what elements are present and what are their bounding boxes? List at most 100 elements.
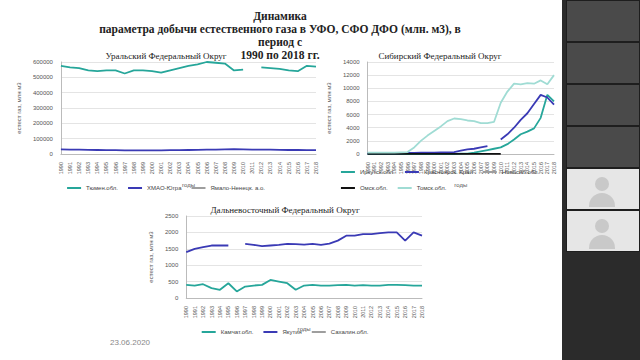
svg-text:Сахалин.обл.: Сахалин.обл. [331, 329, 369, 335]
svg-text:2012: 2012 [368, 306, 374, 318]
svg-text:2001: 2001 [158, 162, 164, 174]
svg-text:2017: 2017 [411, 306, 417, 318]
svg-text:100000: 100000 [33, 136, 54, 142]
svg-text:2009: 2009 [231, 162, 237, 174]
svg-text:годы: годы [454, 182, 467, 188]
svg-text:2006: 2006 [318, 306, 324, 318]
svg-text:2002: 2002 [284, 306, 290, 318]
svg-text:0: 0 [356, 151, 360, 157]
svg-text:2000: 2000 [165, 229, 179, 235]
svg-text:10000: 10000 [343, 85, 360, 91]
svg-text:2003: 2003 [293, 306, 299, 318]
svg-text:1994: 1994 [94, 162, 100, 174]
svg-text:2000: 2000 [149, 162, 155, 174]
svg-text:2018: 2018 [551, 162, 557, 174]
svg-text:2010: 2010 [352, 306, 358, 318]
svg-text:Дальневосточный Федеральный Ок: Дальневосточный Федеральный Округ [210, 205, 359, 215]
svg-text:естест газ, млн м3: естест газ, млн м3 [148, 231, 154, 283]
svg-text:2000: 2000 [346, 138, 360, 144]
svg-text:Камчат.обл.: Камчат.обл. [221, 329, 254, 335]
svg-text:1995: 1995 [225, 306, 231, 318]
svg-text:2000: 2000 [267, 306, 273, 318]
svg-text:0: 0 [175, 295, 179, 301]
svg-text:2007: 2007 [326, 306, 332, 318]
svg-text:2014: 2014 [385, 306, 391, 318]
svg-text:2015: 2015 [286, 162, 292, 174]
svg-text:1996: 1996 [113, 162, 119, 174]
svg-text:2005: 2005 [195, 162, 201, 174]
svg-text:1993: 1993 [85, 162, 91, 174]
svg-text:Тюмен.обл.: Тюмен.обл. [86, 185, 118, 191]
svg-text:ХМАО-Югра: ХМАО-Югра [147, 185, 182, 191]
svg-text:2017: 2017 [304, 162, 310, 174]
svg-text:1992: 1992 [76, 162, 82, 174]
svg-text:Якутия: Якутия [282, 329, 301, 335]
svg-text:200000: 200000 [33, 120, 54, 126]
svg-text:1000: 1000 [165, 262, 179, 268]
svg-text:6000: 6000 [346, 112, 360, 118]
svg-text:1500: 1500 [165, 246, 179, 252]
svg-text:2017: 2017 [544, 162, 550, 174]
svg-text:1996: 1996 [234, 306, 240, 318]
svg-text:2001: 2001 [276, 306, 282, 318]
svg-text:Ямало-Ненецк. а.о.: Ямало-Ненецк. а.о. [210, 185, 265, 191]
svg-text:2003: 2003 [176, 162, 182, 174]
svg-text:2008: 2008 [335, 306, 341, 318]
svg-text:2007: 2007 [213, 162, 219, 174]
svg-text:600000: 600000 [33, 59, 54, 65]
svg-text:Уральский Федеральный Округ: Уральский Федеральный Округ [105, 51, 226, 61]
svg-text:2013: 2013 [267, 162, 273, 174]
svg-text:2004: 2004 [301, 306, 307, 318]
svg-text:1999: 1999 [259, 306, 265, 318]
svg-text:2016: 2016 [295, 162, 301, 174]
svg-text:Томск.обл.: Томск.обл. [417, 185, 447, 191]
svg-text:2018: 2018 [313, 162, 319, 174]
svg-text:2500: 2500 [165, 213, 179, 219]
svg-text:1999: 1999 [140, 162, 146, 174]
svg-text:Новосиб.обл.: Новосиб.обл. [502, 169, 540, 175]
svg-text:0: 0 [50, 151, 54, 157]
svg-text:4000: 4000 [346, 125, 360, 131]
svg-text:300000: 300000 [33, 105, 54, 111]
svg-text:естест газ, млн м3: естест газ, млн м3 [16, 82, 22, 134]
svg-text:2016: 2016 [402, 306, 408, 318]
svg-text:2010: 2010 [240, 162, 246, 174]
svg-text:1991: 1991 [67, 162, 73, 174]
svg-text:естест газ, млн м3: естест газ, млн м3 [326, 82, 332, 134]
svg-text:2006: 2006 [204, 162, 210, 174]
svg-text:2011: 2011 [360, 306, 366, 318]
svg-text:1997: 1997 [242, 306, 248, 318]
svg-text:Иркутск.обл.: Иркутск.обл. [360, 169, 395, 175]
svg-text:2015: 2015 [394, 306, 400, 318]
svg-text:2018: 2018 [419, 306, 425, 318]
svg-text:1995: 1995 [398, 162, 404, 174]
svg-text:500000: 500000 [33, 74, 54, 80]
svg-text:2009: 2009 [343, 306, 349, 318]
svg-text:2013: 2013 [377, 306, 383, 318]
svg-text:1993: 1993 [209, 306, 215, 318]
svg-text:1990: 1990 [58, 162, 64, 174]
svg-text:500: 500 [168, 279, 179, 285]
svg-text:14000: 14000 [343, 59, 360, 65]
svg-text:12000: 12000 [343, 72, 360, 78]
svg-text:1990: 1990 [183, 306, 189, 318]
svg-text:Омск.обл.: Омск.обл. [360, 185, 388, 191]
svg-text:Сибирский Федеральный Округ: Сибирский Федеральный Округ [378, 51, 501, 61]
svg-text:2008: 2008 [222, 162, 228, 174]
svg-text:400000: 400000 [33, 90, 54, 96]
svg-text:2004: 2004 [185, 162, 191, 174]
svg-text:2011: 2011 [249, 162, 255, 174]
svg-text:1992: 1992 [200, 306, 206, 318]
svg-text:8000: 8000 [346, 98, 360, 104]
svg-text:1998: 1998 [251, 306, 257, 318]
svg-text:1995: 1995 [103, 162, 109, 174]
svg-text:2005: 2005 [310, 306, 316, 318]
svg-text:2002: 2002 [167, 162, 173, 174]
svg-text:1991: 1991 [192, 306, 198, 318]
svg-text:2012: 2012 [258, 162, 264, 174]
svg-text:Красноярск. Край: Красноярск. Край [424, 169, 473, 175]
svg-text:1998: 1998 [131, 162, 137, 174]
svg-text:1994: 1994 [217, 306, 223, 318]
svg-text:1997: 1997 [122, 162, 128, 174]
svg-text:2014: 2014 [277, 162, 283, 174]
